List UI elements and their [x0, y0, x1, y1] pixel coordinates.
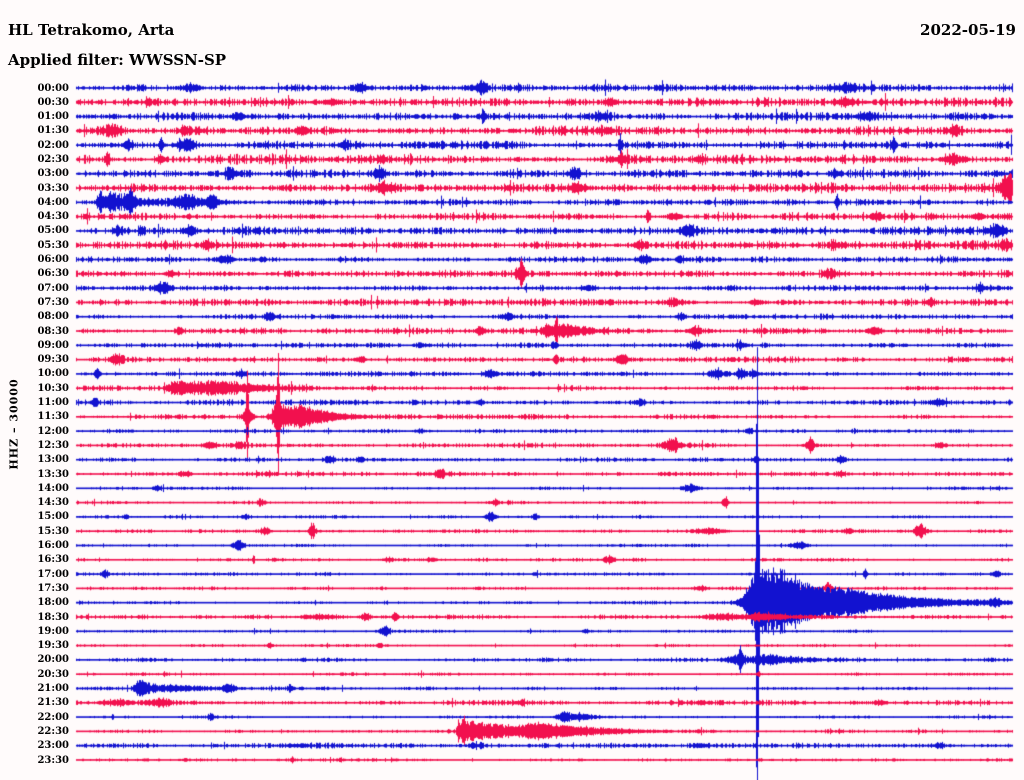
time-label: 14:00 [37, 482, 69, 494]
time-label: 18:00 [37, 597, 69, 609]
time-label: 06:30 [37, 268, 69, 280]
time-label: 20:00 [37, 654, 69, 666]
time-label: 10:30 [37, 382, 69, 394]
time-label: 07:30 [37, 296, 69, 308]
time-label: 04:00 [37, 196, 69, 208]
time-label: 18:30 [37, 611, 69, 623]
time-label: 10:00 [37, 368, 69, 380]
time-label: 17:00 [37, 568, 69, 580]
time-label: 23:30 [37, 754, 69, 766]
time-label: 15:00 [37, 511, 69, 523]
time-label: 23:00 [37, 740, 69, 752]
time-label: 00:00 [37, 82, 69, 94]
time-label: 13:30 [37, 468, 69, 480]
time-label: 20:30 [37, 668, 69, 680]
time-label: 05:30 [37, 239, 69, 251]
time-label: 03:00 [37, 168, 69, 180]
time-label: 16:30 [37, 554, 69, 566]
time-label: 09:30 [37, 354, 69, 366]
time-label: 00:30 [37, 96, 69, 108]
time-label: 04:30 [37, 211, 69, 223]
time-label: 08:30 [37, 325, 69, 337]
time-label: 12:00 [37, 425, 69, 437]
time-label: 19:00 [37, 625, 69, 637]
time-label: 07:00 [37, 282, 69, 294]
time-label: 09:00 [37, 339, 69, 351]
time-label: 17:30 [37, 582, 69, 594]
time-label: 15:30 [37, 525, 69, 537]
time-label: 21:30 [37, 697, 69, 709]
time-label: 13:00 [37, 454, 69, 466]
time-label: 22:00 [37, 711, 69, 723]
time-label: 01:00 [37, 111, 69, 123]
time-label: 06:00 [37, 254, 69, 266]
time-label: 21:00 [37, 683, 69, 694]
filter-label: Applied filter: WWSSN-SP [8, 51, 227, 69]
time-label: 14:30 [37, 497, 69, 509]
time-label: 08:00 [37, 311, 69, 323]
plot-date: 2022-05-19 [920, 21, 1016, 39]
station-title: HL Tetrakomo, Arta [8, 21, 175, 39]
time-label: 11:30 [37, 411, 69, 423]
time-label: 16:00 [37, 540, 69, 552]
time-label: 05:00 [37, 225, 69, 237]
time-label: 22:30 [37, 725, 69, 737]
time-label: 19:30 [37, 640, 69, 652]
time-label: 03:30 [37, 182, 69, 194]
time-label: 02:00 [37, 139, 69, 151]
time-label: 02:30 [37, 153, 69, 165]
time-label: 01:30 [37, 125, 69, 137]
time-label: 12:30 [37, 439, 69, 451]
time-label: 11:00 [37, 397, 69, 409]
